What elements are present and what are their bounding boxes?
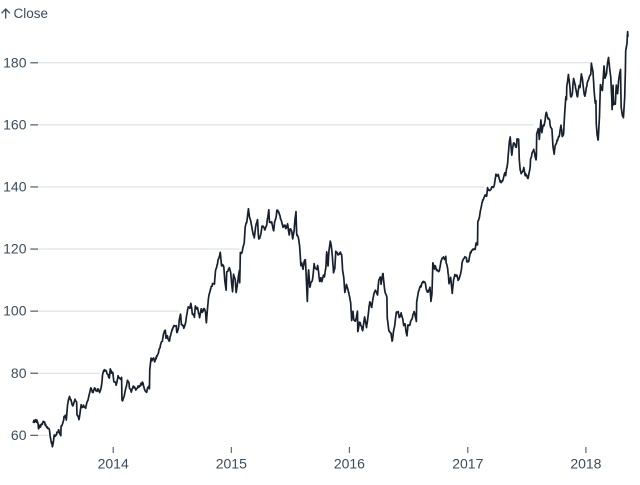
svg-text:2017: 2017 [452,456,483,472]
svg-text:160: 160 [3,116,27,132]
svg-text:140: 140 [3,179,27,195]
svg-text:120: 120 [3,241,27,257]
svg-text:2018: 2018 [570,456,601,472]
svg-text:2015: 2015 [216,456,247,472]
svg-text:Close: Close [14,6,49,21]
svg-text:100: 100 [3,303,27,319]
svg-text:180: 180 [3,54,27,70]
svg-text:80: 80 [11,365,27,381]
svg-text:2014: 2014 [98,456,129,472]
svg-text:2016: 2016 [334,456,365,472]
svg-text:60: 60 [11,427,27,443]
